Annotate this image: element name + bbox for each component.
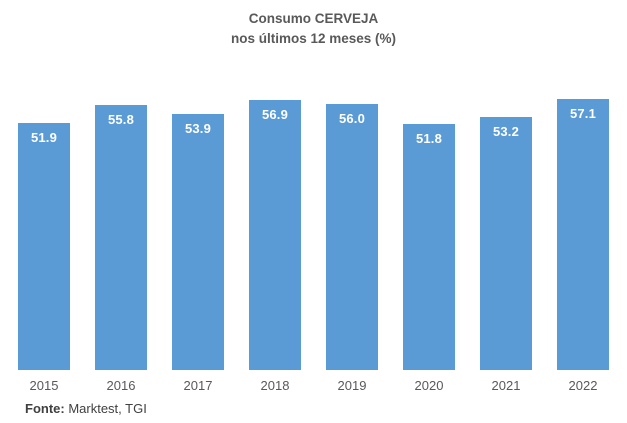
bar-2016: 55.8 <box>95 85 147 370</box>
bar-rect: 51.9 <box>18 123 70 370</box>
bar-2021: 53.2 <box>480 85 532 370</box>
source-note: Fonte: Marktest, TGI <box>25 401 147 416</box>
x-axis-label-2022: 2022 <box>568 378 598 393</box>
bar-2022: 57.1 <box>557 85 609 370</box>
x-axis-label-2016: 2016 <box>106 378 136 393</box>
x-axis-label-2019: 2019 <box>337 378 367 393</box>
chart-title: Consumo CERVEJA nos últimos 12 meses (%) <box>0 9 627 49</box>
source-note-label: Fonte: <box>25 401 65 416</box>
x-axis-label-2021: 2021 <box>491 378 521 393</box>
x-axis-label-2018: 2018 <box>260 378 290 393</box>
chart-title-line2: nos últimos 12 meses (%) <box>230 31 397 46</box>
bar-value-label: 51.9 <box>30 130 58 146</box>
bar-rect: 56.0 <box>326 104 378 370</box>
bar-2015: 51.9 <box>18 85 70 370</box>
x-axis-label-2017: 2017 <box>183 378 213 393</box>
bar-value-label: 56.9 <box>261 106 289 122</box>
source-note-text: Marktest, TGI <box>64 401 147 416</box>
bar-2017: 53.9 <box>172 85 224 370</box>
bar-2019: 56.0 <box>326 85 378 370</box>
bar-value-label: 53.2 <box>492 124 520 140</box>
bar-2020: 51.8 <box>403 85 455 370</box>
bar-value-label: 57.1 <box>569 105 597 121</box>
x-axis-label-2015: 2015 <box>29 378 59 393</box>
bar-rect: 53.9 <box>172 113 224 370</box>
bar-rect: 56.9 <box>249 99 301 370</box>
bar-value-label: 51.8 <box>415 130 443 146</box>
x-axis-label-2020: 2020 <box>414 378 444 393</box>
bar-value-label: 53.9 <box>184 120 212 136</box>
bar-2018: 56.9 <box>249 85 301 370</box>
bar-rect: 57.1 <box>557 98 609 370</box>
bar-rect: 51.8 <box>403 123 455 370</box>
bar-value-label: 56.0 <box>338 111 366 126</box>
chart-title-line1: Consumo CERVEJA <box>248 11 379 26</box>
bar-rect: 55.8 <box>95 104 147 370</box>
x-axis-labels: 2015 2016 2017 2018 2019 2020 2021 2022 <box>18 378 609 393</box>
bar-value-label: 55.8 <box>107 111 135 127</box>
bar-rect: 53.2 <box>480 117 532 370</box>
plot-area: 51.9 55.8 53.9 56.9 56.0 51.8 53.2 57.1 <box>18 85 609 370</box>
